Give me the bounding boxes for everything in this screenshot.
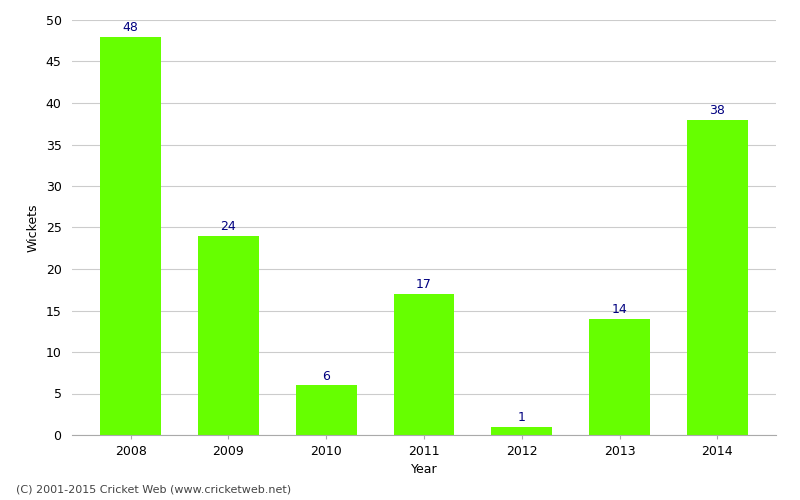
- Bar: [590, 319, 650, 435]
- Text: 1: 1: [518, 411, 526, 424]
- Bar: [491, 426, 552, 435]
- Text: 14: 14: [612, 304, 627, 316]
- Y-axis label: Wickets: Wickets: [27, 203, 40, 252]
- Text: (C) 2001-2015 Cricket Web (www.cricketweb.net): (C) 2001-2015 Cricket Web (www.cricketwe…: [16, 485, 291, 495]
- Text: 48: 48: [122, 21, 138, 34]
- Text: 17: 17: [416, 278, 432, 291]
- Bar: [296, 385, 357, 435]
- Text: 24: 24: [221, 220, 236, 234]
- Bar: [394, 294, 454, 435]
- Text: 6: 6: [322, 370, 330, 382]
- Bar: [198, 236, 258, 435]
- X-axis label: Year: Year: [410, 464, 438, 476]
- Text: 38: 38: [710, 104, 726, 117]
- Bar: [687, 120, 748, 435]
- Bar: [100, 36, 161, 435]
